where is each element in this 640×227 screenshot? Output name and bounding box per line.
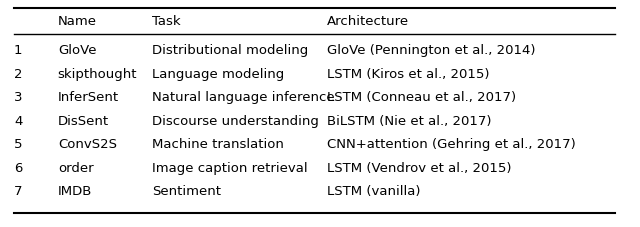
Text: CNN+attention (Gehring et al., 2017): CNN+attention (Gehring et al., 2017) (327, 138, 576, 151)
Text: skipthought: skipthought (58, 68, 137, 81)
Text: 5: 5 (14, 138, 22, 151)
Text: Image caption retrieval: Image caption retrieval (152, 162, 307, 175)
Text: LSTM (Conneau et al., 2017): LSTM (Conneau et al., 2017) (327, 91, 516, 104)
Text: 3: 3 (14, 91, 22, 104)
Text: Name: Name (58, 15, 97, 28)
Text: 6: 6 (14, 162, 22, 175)
Text: Discourse understanding: Discourse understanding (152, 115, 319, 128)
Text: Machine translation: Machine translation (152, 138, 284, 151)
Text: Language modeling: Language modeling (152, 68, 284, 81)
Text: order: order (58, 162, 93, 175)
Text: GloVe: GloVe (58, 44, 96, 57)
Text: Architecture: Architecture (327, 15, 410, 28)
Text: ConvS2S: ConvS2S (58, 138, 116, 151)
Text: 1: 1 (14, 44, 22, 57)
Text: Sentiment: Sentiment (152, 185, 221, 198)
Text: LSTM (Kiros et al., 2015): LSTM (Kiros et al., 2015) (327, 68, 490, 81)
Text: LSTM (Vendrov et al., 2015): LSTM (Vendrov et al., 2015) (327, 162, 512, 175)
Text: BiLSTM (Nie et al., 2017): BiLSTM (Nie et al., 2017) (327, 115, 492, 128)
Text: GloVe (Pennington et al., 2014): GloVe (Pennington et al., 2014) (327, 44, 536, 57)
Text: Task: Task (152, 15, 180, 28)
Text: 2: 2 (14, 68, 22, 81)
Text: 7: 7 (14, 185, 22, 198)
Text: DisSent: DisSent (58, 115, 109, 128)
Text: Natural language inference: Natural language inference (152, 91, 334, 104)
Text: Distributional modeling: Distributional modeling (152, 44, 308, 57)
Text: IMDB: IMDB (58, 185, 92, 198)
Text: 4: 4 (14, 115, 22, 128)
Text: InferSent: InferSent (58, 91, 119, 104)
Text: LSTM (vanilla): LSTM (vanilla) (327, 185, 420, 198)
